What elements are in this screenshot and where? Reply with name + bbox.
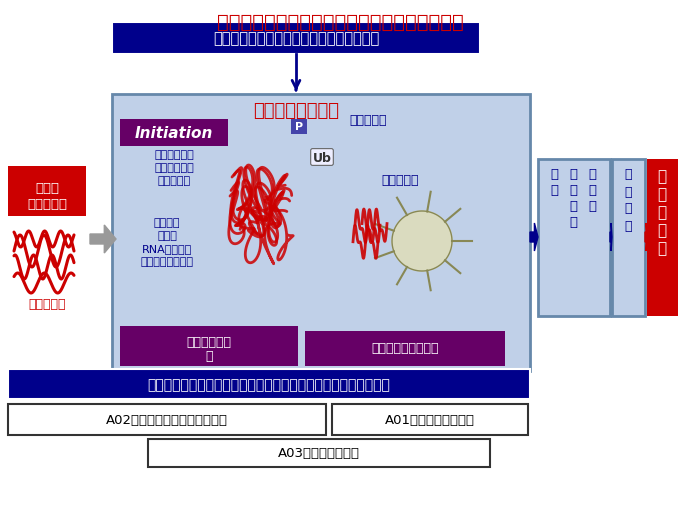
Text: 翻訳後修飾: 翻訳後修飾: [158, 176, 190, 186]
Bar: [647, 160, 678, 317]
Text: ロバストネス破紻: ロバストネス破紻: [141, 257, 194, 267]
Text: 神: 神: [624, 168, 632, 181]
Polygon shape: [610, 223, 612, 251]
Text: 生理的: 生理的: [35, 182, 59, 195]
Bar: [291, 120, 307, 135]
Text: 失: 失: [205, 350, 213, 363]
Polygon shape: [645, 223, 647, 251]
Bar: [148, 439, 490, 467]
Text: タンパク質老化の抑制（分解・排泤機構）: タンパク質老化の抑制（分解・排泤機構）: [213, 32, 379, 46]
Text: Ub: Ub: [313, 151, 331, 164]
Text: 伝播・攂染: 伝播・攂染: [381, 173, 419, 186]
Text: 変: 変: [624, 202, 632, 215]
Text: 性: 性: [624, 219, 632, 232]
Text: 相互作用異常: 相互作用異常: [154, 163, 194, 173]
Bar: [332, 404, 528, 435]
Bar: [112, 95, 530, 371]
Bar: [8, 166, 86, 216]
Text: 経: 経: [624, 185, 632, 198]
Text: タンパク質老化の促進（ストレス・炎症・運動・栄養・違伝子）: タンパク質老化の促進（ストレス・炎症・運動・栄養・違伝子）: [148, 377, 390, 391]
Text: ク: ク: [588, 184, 596, 197]
Bar: [120, 120, 228, 147]
Bar: [612, 160, 645, 317]
Text: 発: 発: [658, 223, 666, 238]
Text: A03（岡野・佐原）: A03（岡野・佐原）: [278, 446, 360, 460]
Text: 脳タンパク質老化: 脳タンパク質老化: [253, 102, 339, 120]
Bar: [305, 331, 505, 366]
Text: 機能分子との: 機能分子との: [154, 150, 194, 160]
Text: 生理的機能喪: 生理的機能喪: [186, 336, 231, 349]
Polygon shape: [90, 225, 116, 253]
Text: Initiation: Initiation: [135, 126, 214, 141]
Text: ロ: ロ: [588, 200, 596, 213]
Bar: [538, 160, 610, 317]
Text: 断片化: 断片化: [157, 231, 177, 241]
Text: 神: 神: [569, 168, 577, 181]
Text: 脳タンパク質老化と認知症発症の我々の考え方: 脳タンパク質老化と認知症発症の我々の考え方: [217, 13, 463, 32]
Text: 知: 知: [658, 187, 666, 202]
Polygon shape: [392, 212, 452, 271]
Text: マ: マ: [588, 168, 596, 181]
Text: P: P: [295, 122, 303, 132]
Text: 症: 症: [658, 205, 666, 220]
Text: 紻: 紻: [550, 184, 558, 197]
Bar: [120, 326, 298, 366]
Bar: [8, 369, 530, 399]
Text: 認: 認: [658, 169, 666, 184]
Bar: [112, 23, 480, 55]
Text: 経: 経: [569, 184, 577, 197]
Text: ミクロ神経回路破紻: ミクロ神経回路破紻: [371, 342, 439, 355]
Bar: [8, 404, 326, 435]
Text: 破: 破: [550, 168, 558, 181]
Text: 生理的機能: 生理的機能: [29, 298, 66, 311]
Text: A01（祖父江・谷内）: A01（祖父江・谷内）: [385, 414, 475, 427]
Polygon shape: [530, 223, 538, 251]
Text: RNA代謝異常: RNA代謝異常: [142, 243, 192, 253]
Text: タンパク質: タンパク質: [27, 197, 67, 210]
Text: 路: 路: [569, 216, 577, 229]
Text: A02（高島・小野寺・長谷川）: A02（高島・小野寺・長谷川）: [106, 414, 228, 427]
Text: 構造異常: 構造異常: [154, 217, 180, 228]
Text: 症: 症: [658, 241, 666, 256]
Text: 回: 回: [569, 200, 577, 213]
Text: 毒性の獲得: 毒性の獲得: [350, 114, 387, 126]
